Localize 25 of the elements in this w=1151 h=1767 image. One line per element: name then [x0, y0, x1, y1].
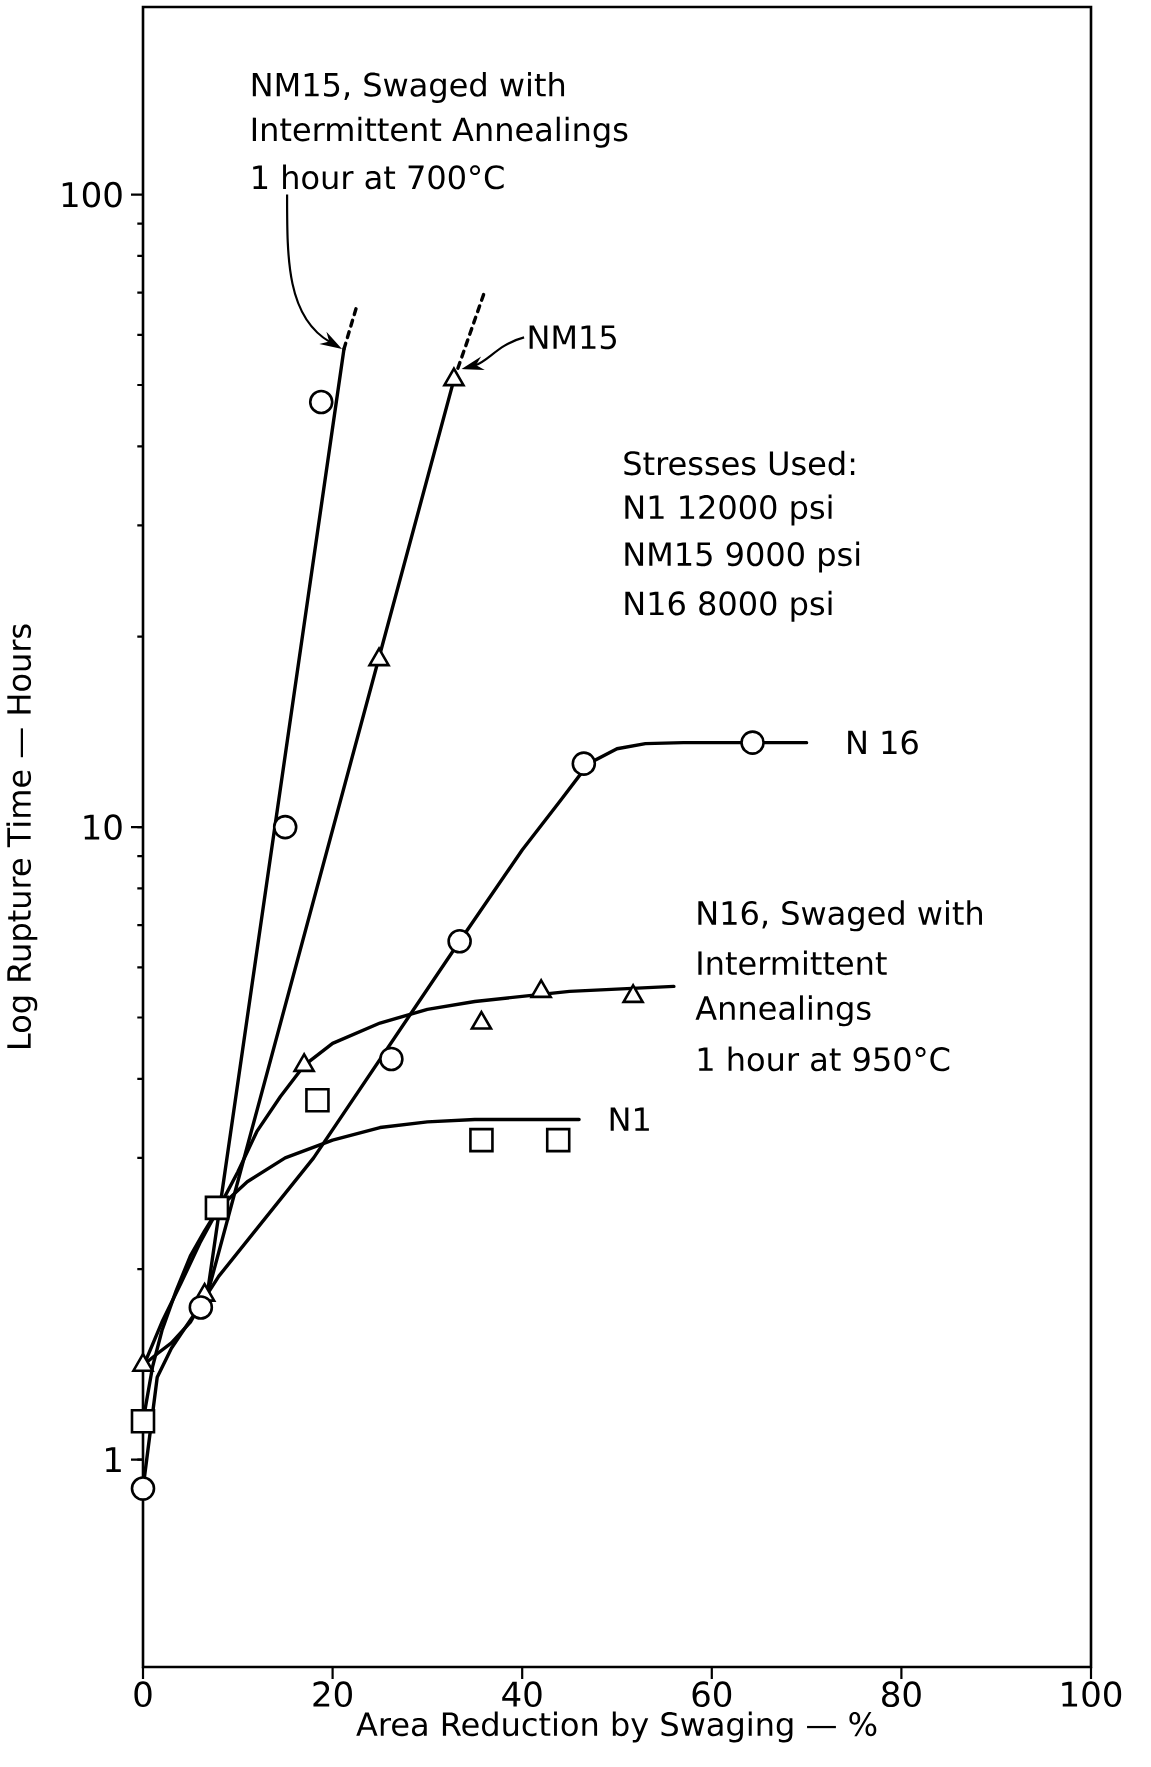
- annotation: N16 8000 psi: [625, 590, 832, 622]
- annotation: 1 hour at 700°C: [253, 164, 504, 190]
- x-tick-label: 60: [692, 1681, 732, 1708]
- y-tick-label: 100: [62, 181, 122, 208]
- annotation: NM15, Swaged with: [252, 72, 565, 103]
- annotation: N16, Swaged with: [698, 900, 982, 932]
- x-tick-label: 40: [502, 1681, 542, 1708]
- annotation: Intermittent: [698, 950, 887, 976]
- x-tick-label: 80: [882, 1681, 921, 1708]
- x-tick-label: 100: [1062, 1681, 1122, 1708]
- annotation: Annealings: [695, 995, 871, 1027]
- annotation: Intermittent Annealings: [252, 116, 628, 148]
- x-tick-label: 0: [134, 1681, 152, 1708]
- y-tick-label: 10: [84, 814, 122, 840]
- annotation: NM15: [529, 325, 616, 350]
- y-axis-title: Log Rupture Time — Hours: [6, 624, 38, 1048]
- x-tick-label: 20: [313, 1681, 352, 1708]
- annotation: N 16: [848, 730, 918, 755]
- x-axis-title: Area Reduction by Swaging — %: [356, 1711, 877, 1743]
- y-tick-label: 1: [106, 1447, 121, 1472]
- annotation: N1 12000 psi: [625, 494, 832, 526]
- annotation: Stresses Used:: [624, 450, 855, 476]
- annotation: 1 hour at 950°C: [698, 1046, 950, 1072]
- annotation: N1: [610, 1107, 649, 1131]
- annotation: NM15 9000 psi: [625, 541, 860, 573]
